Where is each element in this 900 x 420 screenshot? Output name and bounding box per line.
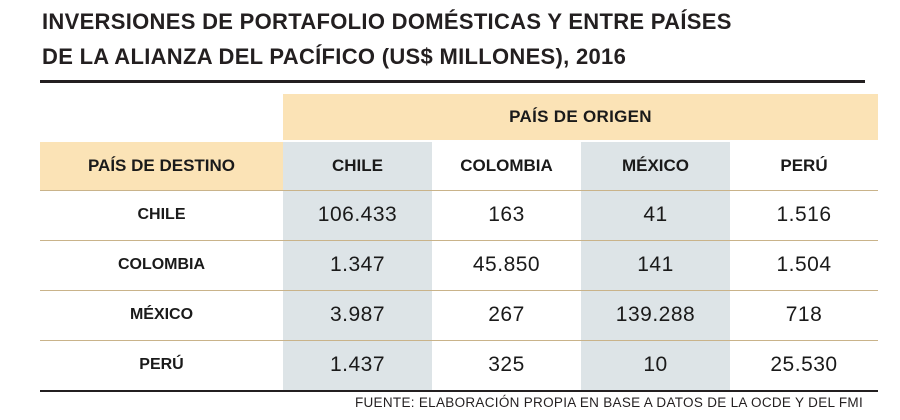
table-row: PERÚ 1.437 325 10 25.530 xyxy=(40,340,878,390)
table-cell: 3.987 xyxy=(283,290,432,340)
table-cell: 325 xyxy=(488,353,525,376)
column-header-chile: CHILE xyxy=(283,142,432,190)
table-cell: 41 xyxy=(581,190,730,240)
row-label-colombia: COLOMBIA xyxy=(117,256,206,273)
title-line-1: INVERSIONES DE PORTAFOLIO DOMÉSTICAS Y E… xyxy=(42,9,732,34)
row-divider xyxy=(40,240,878,241)
row-label-mexico: MÉXICO xyxy=(129,306,194,323)
table-cell: 1.347 xyxy=(283,240,432,290)
table-cell: 1.516 xyxy=(776,203,832,226)
source-note: FUENTE: ELABORACIÓN PROPIA EN BASE A DAT… xyxy=(354,395,863,410)
table-row: CHILE 106.433 163 41 1.516 xyxy=(40,190,878,240)
column-header-mexico: MÉXICO xyxy=(581,142,730,190)
column-header-row: PAÍS DE DESTINO CHILE COLOMBIA MÉXICO PE… xyxy=(40,142,878,190)
table-cell: 718 xyxy=(785,303,823,326)
row-label-chile: CHILE xyxy=(137,206,186,223)
row-divider xyxy=(40,290,878,291)
table-cell: 1.504 xyxy=(776,253,832,276)
table-cell: 10 xyxy=(581,340,730,390)
row-divider xyxy=(40,340,878,341)
origin-group-header: PAÍS DE ORIGEN xyxy=(283,94,878,140)
title-line-2: DE LA ALIANZA DEL PACÍFICO (US$ MILLONES… xyxy=(42,44,627,69)
title-rule xyxy=(40,80,865,83)
row-label-peru: PERÚ xyxy=(139,356,184,373)
table-cell: 163 xyxy=(488,203,525,226)
table-row: MÉXICO 3.987 267 139.288 718 xyxy=(40,290,878,340)
table-cell: 25.530 xyxy=(770,353,838,376)
chart-title: INVERSIONES DE PORTAFOLIO DOMÉSTICAS Y E… xyxy=(42,4,872,74)
table-cell: 1.437 xyxy=(283,340,432,390)
column-header-peru: PERÚ xyxy=(780,156,828,175)
table-bottom-rule xyxy=(40,390,878,392)
table-cell: 106.433 xyxy=(283,190,432,240)
table-row: COLOMBIA 1.347 45.850 141 1.504 xyxy=(40,240,878,290)
column-header-colombia: COLOMBIA xyxy=(460,156,553,175)
table-cell: 141 xyxy=(581,240,730,290)
table-cell: 267 xyxy=(488,303,525,326)
row-divider xyxy=(40,190,878,191)
row-header-label: PAÍS DE DESTINO xyxy=(40,142,283,190)
table-cell: 139.288 xyxy=(581,290,730,340)
table-cell: 45.850 xyxy=(472,253,541,276)
